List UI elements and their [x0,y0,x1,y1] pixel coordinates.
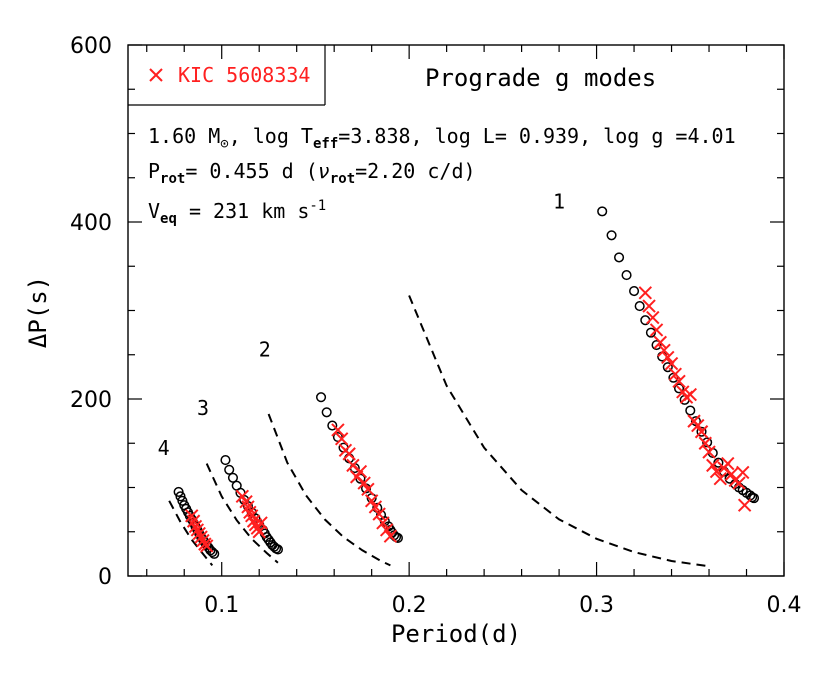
observed-point [254,516,268,530]
observed-point [698,436,712,450]
observed-point [691,418,705,433]
observed-point [331,423,345,437]
observed-point [709,464,724,479]
x-axis-title: Period(d) [391,620,521,648]
svg-text:Veq = 231 km s-1: Veq = 231 km s-1 [148,198,326,227]
observed-point [383,529,398,543]
axis-ticks [128,44,785,577]
observed-point [194,530,208,544]
model-point [327,420,338,431]
mode-label: 4 [158,436,170,460]
observed-point [694,425,709,439]
model-point [662,362,673,373]
observed-point [649,323,664,337]
observed-point [364,494,379,508]
model-point [597,206,608,217]
model-point [321,407,332,418]
model-point [392,532,403,543]
observed-point [334,432,349,446]
annotation-stellar-params: 1.60 M⊙, log Teff=3.838, log L= 0.939, l… [148,124,736,152]
model-point [621,270,632,281]
observed-point [657,343,671,358]
model-point [272,544,283,555]
observed-point [672,374,686,389]
mode-labels: 1 2 3 4 [158,190,566,460]
model-point [224,464,235,475]
legend-marker-x [149,68,163,82]
observed-point [683,387,697,402]
observed-point [342,447,356,461]
legend: KIC 5608334 [128,45,326,106]
observed-point [661,350,675,365]
observed-point [243,505,257,519]
observed-point [642,299,656,313]
observed-point [706,458,720,473]
model-point [207,547,218,558]
observed-point [372,507,386,521]
x-tick-label: 0.2 [392,593,427,618]
data-points [173,206,760,559]
y-tick-label: 600 [70,34,112,59]
observed-point [353,464,368,479]
model-point [634,301,645,312]
observed-point [192,526,206,541]
model-point [651,339,662,351]
model-point [220,455,231,466]
dashed-curves [168,295,710,568]
observed-point [668,367,682,381]
annotation-rotation: Prot= 0.455 d (νrot=2.20 c/d) [148,159,476,187]
annotation-veq: Veq = 231 km s-1 [148,198,326,227]
dashed-curve-2 [267,413,391,567]
mode-label: 3 [197,396,209,420]
y-tick-label: 400 [70,211,112,236]
observed-point [713,471,727,486]
observed-point [737,498,752,512]
dashed-curve-4 [168,500,214,567]
x-tick-label: 0.3 [579,593,614,618]
svg-text:1.60 M⊙, log Teff=3.838, log L: 1.60 M⊙, log Teff=3.838, log L= 0.939, l… [148,124,736,152]
model-point [696,426,707,437]
y-tick-label: 200 [70,388,112,413]
observed-point [664,356,679,371]
y-tick-label: 0 [98,565,112,590]
observed-point [200,539,214,553]
observed-point [736,465,750,480]
observed-point [190,523,205,537]
observed-point [646,310,660,325]
model-point [209,548,220,559]
observed-point [638,286,653,300]
model-point [685,405,696,416]
legend-label: KIC 5608334 [178,63,310,87]
observed-point [376,516,390,530]
dashed-curve-1 [408,295,710,568]
y-axis-title: ΔP(s) [24,276,52,348]
observed-point [357,476,371,490]
mode-label: 2 [259,338,271,362]
model-point [614,252,625,263]
model-point [748,493,760,504]
mode-label: 1 [553,190,565,214]
observed-point [702,445,716,459]
model-point [316,392,327,403]
x-tick-label: 0.1 [204,593,239,618]
observed-point [732,476,746,490]
chart-title: Prograde g modes [425,64,656,92]
model-point [673,383,685,394]
observed-point [188,519,203,534]
axis-tick-labels: 0.1 0.2 0.3 0.4 0 200 400 600 [70,34,802,618]
svg-text:Prot= 0.455 d (νrot=2.20 c/d): Prot= 0.455 d (νrot=2.20 c/d) [148,159,476,187]
dashed-curve-3 [205,463,279,564]
observed-point [721,456,735,471]
x-tick-label: 0.4 [767,593,802,618]
observed-point [653,335,668,350]
model-point [606,230,617,241]
observed-point [368,500,383,514]
observed-point [361,482,375,496]
model-point [629,285,640,297]
observed-point [379,523,394,537]
model-point [227,472,239,483]
